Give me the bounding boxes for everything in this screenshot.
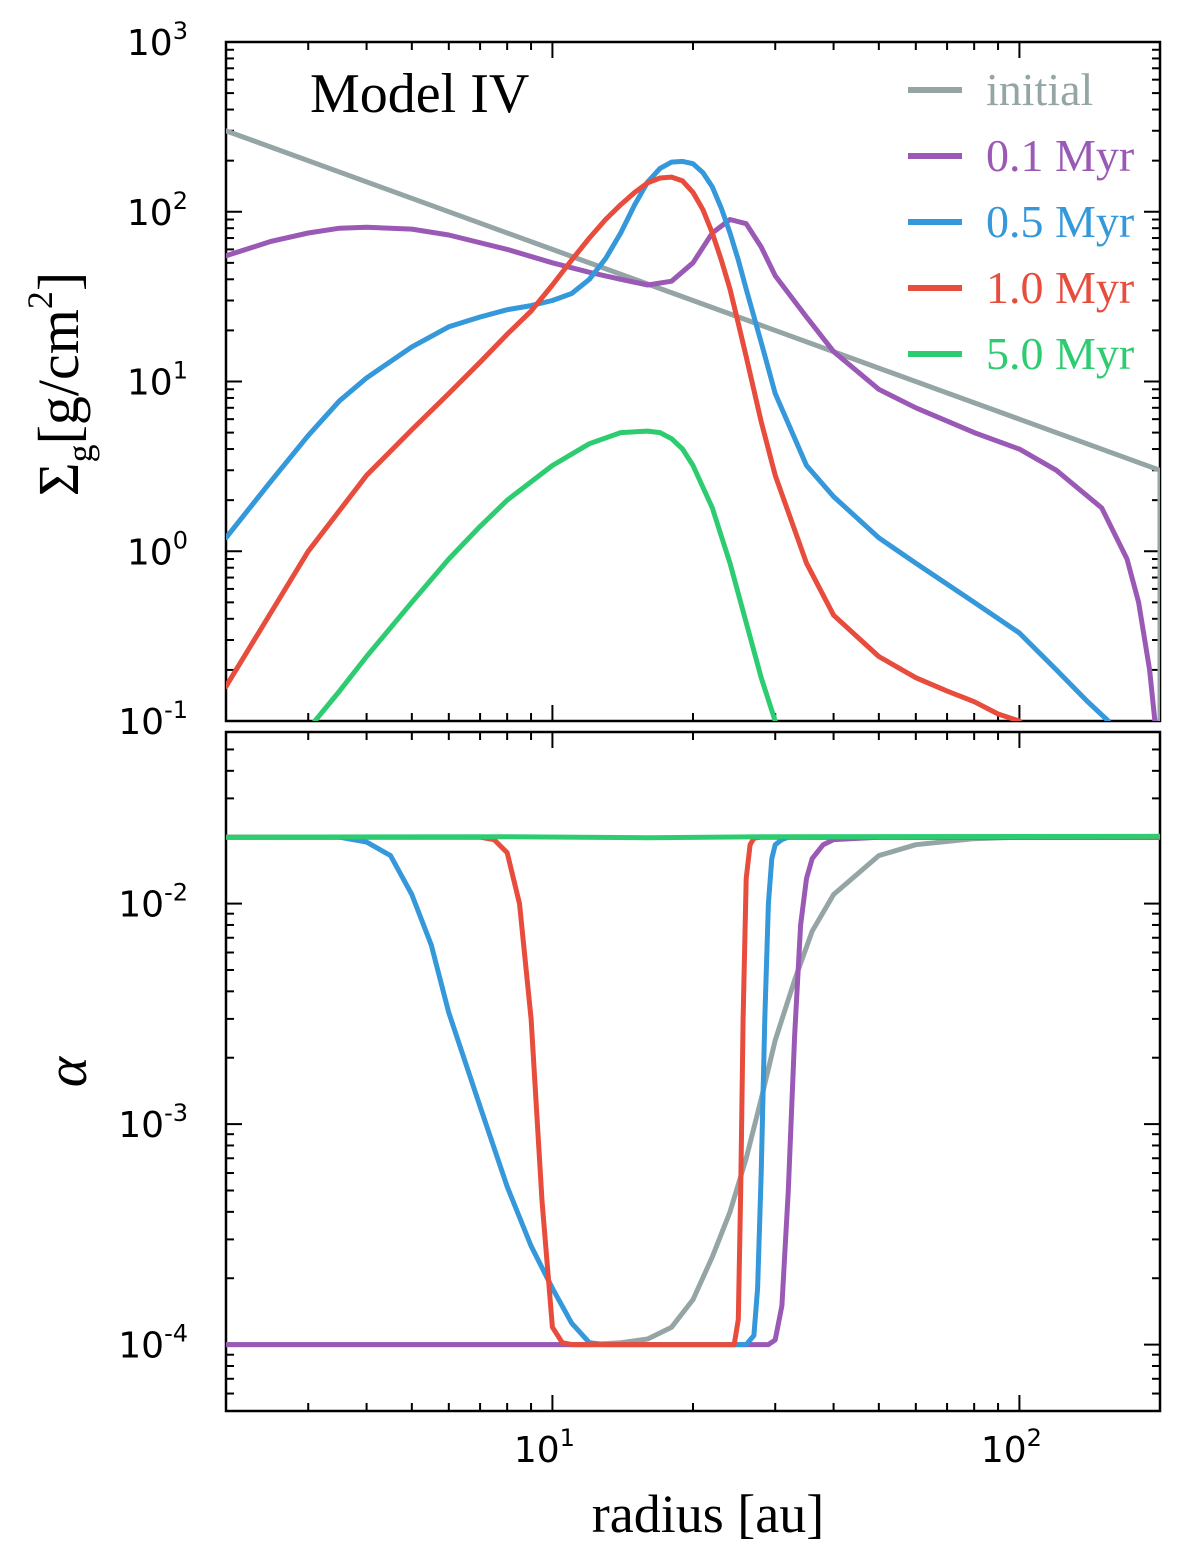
x-tick-label: 101: [514, 1424, 575, 1471]
legend-label: 0.5 Myr: [986, 196, 1134, 247]
bottom-series-line-0-5-myr: [226, 834, 1160, 1348]
bottom-panel-frame: [224, 730, 1162, 1413]
x-axis-label: radius [au]: [592, 1484, 824, 1544]
y-tick-label: 10-3: [118, 1099, 188, 1146]
top-series-line-0-1-myr: [226, 217, 1158, 721]
y-tick-label: 10-2: [118, 879, 188, 926]
legend: initial 0.1 Myr 0.5 Myr 1.0 Myr 5.0 Myr: [908, 64, 1134, 379]
legend-label: initial: [986, 64, 1093, 115]
bottom-panel-ticks: [225, 731, 1161, 1412]
bottom-series-line-5-0-myr: [226, 833, 1160, 841]
bottom-series-line-1-0-myr: [226, 834, 1160, 1348]
legend-label: 0.1 Myr: [986, 130, 1134, 181]
y-tick-label: 103: [127, 17, 188, 64]
ylabel-subscript: g: [60, 444, 100, 462]
legend-label: 5.0 Myr: [986, 328, 1134, 379]
ylabel-unit: [g/cm: [26, 309, 91, 444]
top-series-line-0-5-myr: [226, 158, 1111, 721]
x-tick-label: 102: [981, 1424, 1042, 1471]
top-panel-ticks: [225, 41, 1161, 722]
bottom-series-line-0-1-myr: [226, 834, 1160, 1348]
top-y-axis-label: Σg[g/cm2]: [20, 272, 100, 496]
bottom-series-line-initial: [226, 834, 1160, 1348]
y-tick-label: 102: [127, 187, 188, 234]
ylabel-close: ]: [26, 272, 91, 291]
bottom-x-tick-labels: 101 102: [514, 1424, 1042, 1471]
top-series-group: [226, 128, 1160, 721]
y-tick-label: 10-1: [118, 696, 188, 743]
bottom-panel-alpha: 10-2 10-3 10-4 101 102 α radius [au]: [34, 730, 1162, 1544]
bottom-series-group: [226, 833, 1160, 1348]
y-tick-label: 100: [127, 526, 188, 573]
model-label: Model IV: [310, 63, 529, 125]
y-tick-label: 101: [127, 357, 188, 404]
top-series-line-1-0-myr: [226, 174, 1022, 721]
ylabel-sigma: Σ: [26, 462, 91, 496]
top-panel-sigma: 103 102 101 100 10-1 Model IV initial 0.1 Myr…: [20, 17, 1162, 743]
y-tick-label: 10-4: [118, 1320, 188, 1367]
top-series-line-initial: [226, 128, 1160, 721]
legend-label: 1.0 Myr: [986, 262, 1134, 313]
bottom-y-tick-labels: 10-2 10-3 10-4: [118, 879, 188, 1367]
bottom-y-axis-label: α: [34, 1055, 99, 1087]
top-y-tick-labels: 103 102 101 100 10-1: [118, 17, 188, 743]
top-series-line-5-0-myr: [312, 428, 778, 721]
ylabel-superscript: 2: [20, 291, 60, 309]
